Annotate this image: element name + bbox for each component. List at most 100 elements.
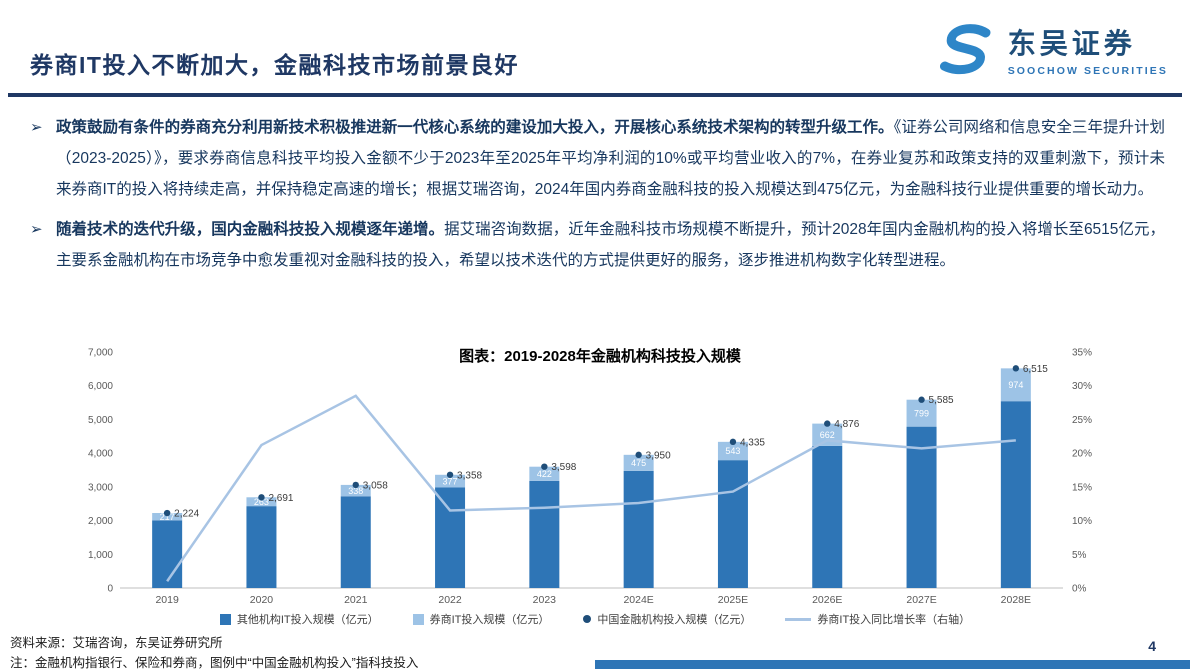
bar-segment-other [812,445,843,588]
legend-swatch [785,617,812,621]
left-axis-tick-label: 4,000 [88,449,113,460]
bar-segment-other [529,480,560,588]
right-axis-tick-label: 25% [1072,415,1092,426]
bar-total-label: 2,691 [268,493,293,504]
legend-item: 券商IT投入规模（亿元） [412,611,550,627]
bar-total-dot [635,451,642,459]
bullet-rest: 《证券公司网络和信息安全三年提升计划（2023-2025）》，要求券商信息科技平… [56,119,1165,198]
fintech-investment-chart: 0 1,000 2,000 3,000 4,000 5,000 6,000 7,000 0% 5%… [88,348,1092,607]
page-title: 券商IT投入不断加大，金融科技市场前景良好 [30,52,519,78]
bar-total-dot [446,471,454,478]
category-label: 2025E [718,594,748,606]
header-divider [8,93,1182,97]
bullet-text: 随着技术的迭代升级，国内金融科技投入规模逐年递增。据艾瑞咨询数据，近年金融科技市… [56,214,1165,276]
bar-segment-broker [340,484,371,497]
right-axis-tick-label: 5% [1072,550,1087,561]
bar-total-label: 5,585 [929,395,954,406]
category-label: 2021 [344,594,368,606]
bar-broker-label: 799 [914,408,929,418]
bar-segment-broker [623,454,654,471]
legend-label: 中国金融机构投入规模（亿元） [597,614,752,626]
right-axis-tick-label: 20% [1072,449,1092,460]
category-label: 2028E [1001,594,1031,606]
page-number: 4 [1148,638,1156,654]
bar-segment-broker [1000,368,1031,402]
bullet-arrow-icon: ➢ [30,221,43,238]
category-label: 2022 [438,594,462,606]
bar-total-dot [258,494,265,501]
chart-legend: 其他机构IT投入规模（亿元） 券商IT投入规模（亿元） 中国金融机构投入规模（亿元）… [0,611,1190,627]
legend-item: 其他机构IT投入规模（亿元） [219,611,379,627]
growth-line [166,394,1016,582]
left-axis-tick-label: 5,000 [88,415,113,426]
bar-total-label: 3,058 [363,480,388,491]
legend-label: 券商IT投入规模（亿元） [429,614,550,626]
left-axis-tick-label: 1,000 [88,550,113,561]
bar-segment-other [152,520,183,588]
bullet-lead: 政策鼓励有条件的券商充分利用新技术积极推进新一代核心系统的建设加大投入，开展核心… [56,119,894,136]
legend-swatch [219,613,231,625]
left-axis-tick-label: 3,000 [88,482,113,493]
legend-item: 中国金融机构投入规模（亿元） [583,611,751,627]
bar-total-label: 4,876 [834,419,859,430]
bar-segment-broker [246,497,277,507]
bar-total-dot [1012,365,1020,372]
bar-total-dot [824,420,831,427]
bar-broker-label: 377 [443,476,458,486]
header: 券商IT投入不断加大，金融科技市场前景良好 东吴证券 SOOCHOW SECUR… [30,22,1168,80]
left-axis-tick-label: 6,000 [88,381,113,392]
bar-segment-broker [435,474,466,488]
bar-segment-other [246,506,277,588]
footnote: 注：金融机构指银行、保险和券商，图例中“中国金融机构投入”指科技投入 [10,656,419,669]
left-axis-tick-label: 2,000 [88,516,113,527]
bar-total-dot [918,396,925,403]
legend-swatch [583,615,592,623]
right-axis-tick-label: 30% [1072,381,1092,392]
bar-broker-label: 422 [537,469,552,479]
bar-total-label: 2,224 [174,509,199,520]
category-label: 2026E [812,594,842,606]
bar-segment-broker [717,441,748,461]
bar-total-label: 3,950 [646,450,671,461]
bullet-text: 政策鼓励有条件的券商充分利用新技术积极推进新一代核心系统的建设加大投入，开展核心… [56,112,1165,205]
bar-total-dot [163,509,171,517]
bar-total-dot [729,438,737,446]
left-axis-tick-label: 0 [107,584,113,595]
bar-segment-other [623,470,654,588]
brand-logo: 东吴证券 SOOCHOW SECURITIES [939,22,1168,77]
bar-broker-label: 217 [160,512,175,522]
bar-broker-label: 475 [631,458,646,468]
brand-subtitle: SOOCHOW SECURITIES [1007,65,1168,77]
bullet-item: ➢ 随着技术的迭代升级，国内金融科技投入规模逐年递增。据艾瑞咨询数据，近年金融科… [30,214,1165,276]
category-label: 2024E [623,594,653,606]
bar-segment-broker [906,399,937,427]
bullet-lead: 随着技术的迭代升级，国内金融科技投入规模逐年递增。 [56,221,445,238]
bullet-arrow-icon: ➢ [30,119,43,136]
brand-name: 东吴证券 [1007,28,1136,59]
legend-item: 券商IT投入同比增长率（右轴） [785,611,970,627]
bar-segment-broker [529,466,560,481]
legend-label: 其他机构IT投入规模（亿元） [236,614,379,626]
right-axis-tick-label: 10% [1072,516,1092,527]
bullet-rest: 据艾瑞咨询数据，近年金融科技市场规模不断提升，预计2028年国内金融机构的投入将… [56,221,1165,269]
bar-segment-other [1000,401,1031,588]
right-axis-tick-label: 35% [1072,348,1092,359]
soochow-logo-icon [939,23,991,74]
category-label: 2019 [155,594,179,606]
bar-broker-label: 263 [254,497,269,507]
right-axis-tick-label: 15% [1072,482,1092,493]
legend-swatch [412,613,424,625]
brand-logo-text: 东吴证券 SOOCHOW SECURITIES [1008,22,1168,77]
category-label: 2027E [906,594,936,606]
right-axis-tick-label: 0% [1072,584,1087,595]
category-label: 2020 [250,594,274,606]
source-note: 资料来源：艾瑞咨询，东吴证券研究所 [10,636,223,650]
bar-total-label: 4,335 [740,437,765,448]
bar-broker-label: 974 [1008,380,1023,390]
bar-segment-other [906,426,937,588]
bar-broker-label: 662 [820,430,835,440]
bullet-list: ➢ 政策鼓励有条件的券商充分利用新技术积极推进新一代核心系统的建设加大投入，开展… [30,112,1165,285]
left-axis-tick-label: 7,000 [88,348,113,359]
bar-segment-broker [152,513,183,521]
